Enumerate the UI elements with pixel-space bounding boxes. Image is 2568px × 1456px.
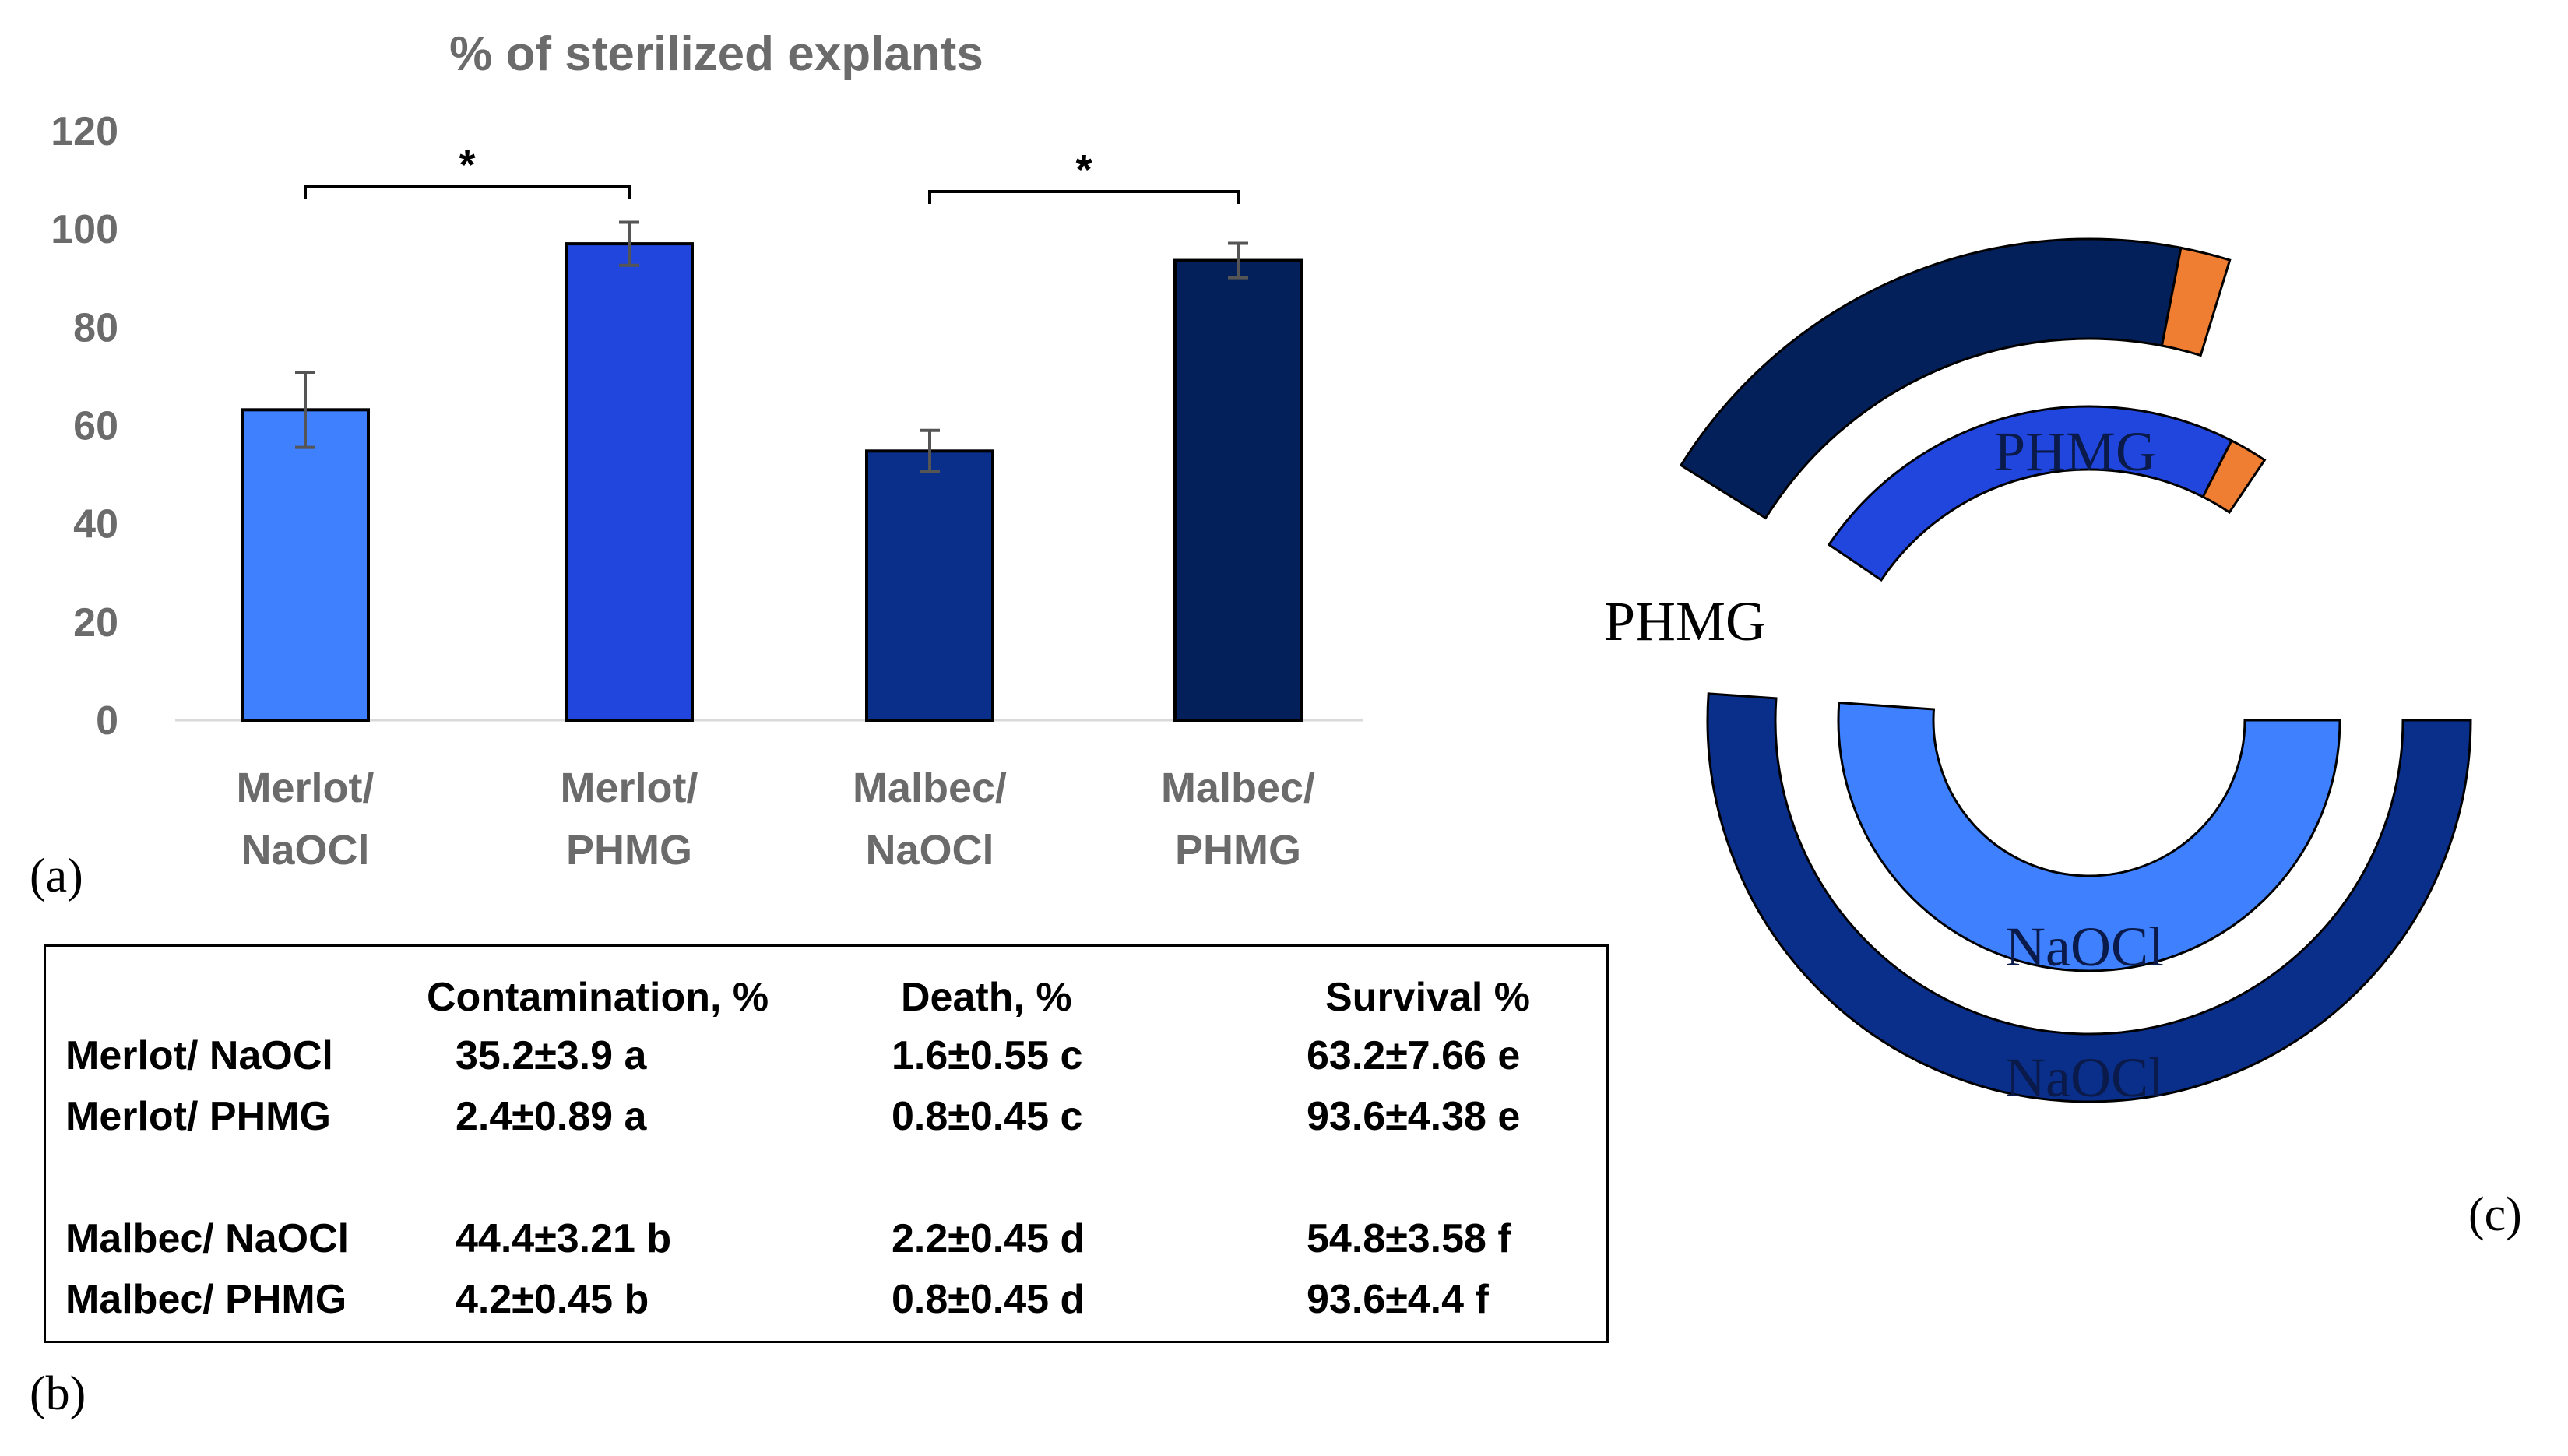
error-bars [295, 220, 1248, 473]
x-tick-label: PHMG [566, 827, 692, 874]
significance-star: * [1075, 146, 1092, 193]
ring-label-phmg-inner: PHMG [1994, 420, 2156, 483]
y-tick-label: 100 [51, 207, 118, 252]
ring-label-phmg-outer: PHMG [1604, 590, 1766, 652]
bar [865, 449, 994, 722]
table-cell-death: 1.6±0.55 c [892, 1033, 1083, 1078]
table-row-name: Merlot/ NaOCl [65, 1033, 333, 1078]
table-cell-survival: 54.8±3.58 f [1307, 1216, 1511, 1261]
table-cell-death: 2.2±0.45 d [892, 1216, 1085, 1261]
panel-label-a: (a) [30, 849, 83, 902]
table-row-name: Malbec/ NaOCl [65, 1216, 350, 1261]
table-cell-contamination: 2.4±0.89 a [456, 1094, 647, 1139]
table-row-name: Malbec/ PHMG [65, 1277, 347, 1322]
significance-bracket: * [928, 146, 1240, 204]
table-cell-death: 0.8±0.45 d [892, 1277, 1085, 1322]
bar-chart: % of sterilized explants 0 20 40 60 80 100 120… [30, 27, 1363, 902]
table-cell-survival: 93.6±4.4 f [1307, 1277, 1489, 1322]
y-tick-label: 120 [51, 109, 118, 154]
y-axis: 0 20 40 60 80 100 120 [51, 109, 118, 744]
error-bar [920, 428, 940, 473]
ring-phmg-survival [1827, 405, 2233, 582]
significance-brackets: * * [304, 142, 1240, 204]
y-tick-label: 80 [73, 305, 118, 350]
table-header-contamination: Contamination, % [427, 975, 769, 1020]
significance-bracket: * [304, 142, 631, 199]
table-cell-contamination: 4.2±0.45 b [456, 1277, 649, 1322]
ring-naocl-survival [1706, 692, 2472, 1103]
panel-label-b: (b) [30, 1367, 86, 1420]
table-header-death: Death, % [901, 975, 1072, 1020]
table-row-name: Merlot/ PHMG [65, 1094, 331, 1139]
x-tick-label: NaOCl [241, 827, 369, 874]
y-tick-label: 40 [73, 502, 118, 547]
bar [565, 242, 694, 722]
y-tick-label: 0 [96, 698, 118, 744]
table-cell-death: 0.8±0.45 c [892, 1094, 1083, 1139]
radial-chart: PHMG PHMG NaOCl NaOCl (c) [1604, 237, 2522, 1241]
rings [1679, 237, 2472, 1103]
ring-naocl-survival [1837, 701, 2341, 972]
table-cell-contamination: 44.4±3.21 b [456, 1216, 672, 1261]
x-tick-label: Merlot/ [236, 765, 374, 811]
panel-b-label-holder: (b) [30, 1367, 86, 1420]
error-bar [1228, 241, 1248, 280]
x-tick-label: Malbec/ [853, 765, 1007, 811]
bars [241, 242, 1303, 723]
ring-label-naocl-outer: NaOCl [2005, 1046, 2164, 1109]
ring-label-naocl-inner: NaOCl [2005, 916, 2164, 978]
table-header-survival: Survival % [1325, 975, 1531, 1020]
chart-title: % of sterilized explants [449, 27, 983, 81]
panel-label-c: (c) [2468, 1188, 2522, 1241]
error-bar [619, 220, 639, 267]
table-cell-survival: 93.6±4.38 e [1307, 1094, 1521, 1139]
y-tick-label: 20 [73, 600, 118, 645]
results-table: Contamination, % Death, % Survival % Mer… [44, 944, 1609, 1343]
bar [241, 408, 370, 723]
bar [1173, 258, 1303, 723]
x-tick-label: Merlot/ [560, 765, 698, 811]
y-tick-label: 60 [73, 404, 118, 449]
x-axis-labels: Merlot/NaOCl Merlot/PHMG Malbec/NaOCl Malbe… [236, 765, 1315, 874]
table-cell-survival: 63.2±7.66 e [1307, 1033, 1521, 1078]
table-cell-contamination: 35.2±3.9 a [456, 1033, 647, 1078]
x-tick-label: PHMG [1175, 827, 1301, 874]
error-bar [295, 370, 315, 449]
x-tick-label: NaOCl [865, 827, 994, 874]
significance-star: * [459, 142, 475, 188]
ring-phmg-survival [1679, 237, 2183, 520]
ring-death-segment [2201, 438, 2267, 515]
ring-death-segment [2160, 246, 2232, 357]
x-tick-label: Malbec/ [1161, 765, 1315, 811]
